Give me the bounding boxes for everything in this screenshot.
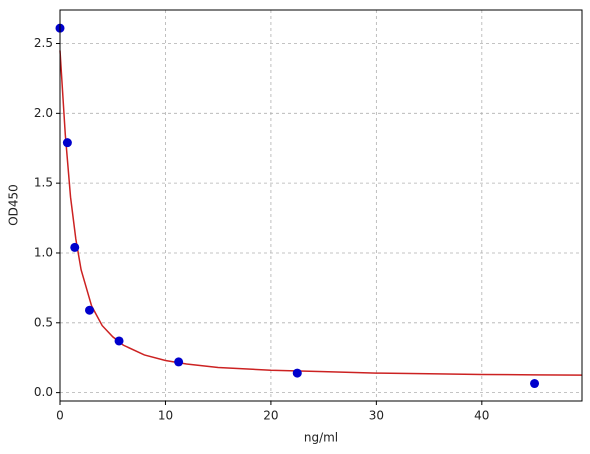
y-axis-label: OD450 [7, 184, 21, 226]
plot-frame [59, 9, 583, 402]
y-tick-label: 1.5 [34, 176, 53, 190]
y-tick-label: 0.0 [34, 385, 53, 399]
data-point [292, 368, 302, 378]
y-tick-label: 1.0 [34, 245, 53, 259]
data-point [85, 305, 95, 315]
data-point [530, 379, 540, 389]
x-tick-label: 20 [263, 409, 278, 423]
x-tick-label: 10 [158, 409, 173, 423]
x-tick-label: 40 [474, 409, 489, 423]
x-tick-label: 30 [369, 409, 384, 423]
data-point [62, 138, 72, 148]
data-point [70, 242, 80, 252]
y-tick-label: 2.5 [34, 36, 53, 50]
y-tick-label: 2.0 [34, 106, 53, 120]
data-point [174, 357, 184, 367]
data-point [114, 336, 124, 346]
y-tick-label: 0.5 [34, 315, 53, 329]
x-tick-label: 0 [56, 409, 64, 423]
fit-curve [59, 50, 583, 376]
x-axis-label: ng/ml [304, 431, 338, 445]
